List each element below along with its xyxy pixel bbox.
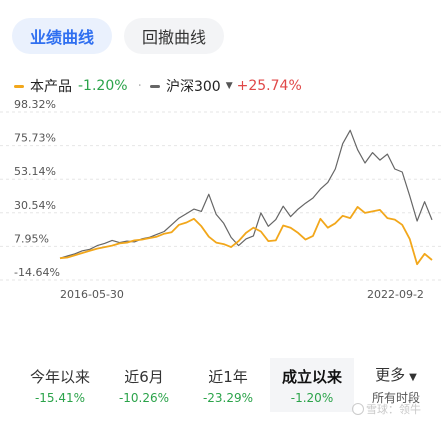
watermark-text: 雪球：领牛: [366, 403, 421, 416]
benchmark-legend-value: +25.74%: [236, 78, 302, 94]
benchmark-legend-swatch: [149, 84, 160, 88]
y-tick-label: 7.95%: [14, 232, 49, 245]
chart-legend: 本产品 -1.20% · 沪深300 ▼ +25.74%: [14, 76, 302, 96]
period-label: 近1年: [208, 367, 248, 386]
period-since-inception[interactable]: 成立以来 -1.20%: [270, 358, 354, 412]
tab-drawdown-curve[interactable]: 回撤曲线: [124, 18, 225, 54]
y-tick-label: 53.14%: [14, 165, 56, 178]
product-legend-swatch: [14, 84, 24, 88]
y-tick-label: 98.32%: [14, 100, 56, 111]
x-tick-label: 2016-05-30: [60, 288, 124, 301]
tab-performance-curve[interactable]: 业绩曲线: [12, 18, 113, 54]
period-label: 更多 ▼: [375, 364, 417, 385]
product-legend-name: 本产品: [30, 79, 72, 95]
product-series-line: [59, 206, 433, 266]
period-1y[interactable]: 近1年 -23.29%: [186, 358, 270, 412]
more-label: 更多: [375, 366, 406, 384]
period-value: -10.26%: [118, 390, 170, 405]
period-ytd[interactable]: 今年以来 -15.41%: [18, 358, 102, 412]
period-more[interactable]: 更多 ▼ 所有时段: [354, 358, 438, 412]
legend-separator: ·: [137, 78, 142, 94]
y-tick-label: -14.64%: [14, 266, 60, 279]
period-selector: 今年以来 -15.41% 近6月 -10.26% 近1年 -23.29% 成立以…: [18, 358, 438, 412]
x-tick-label: 2022-09-2: [367, 288, 424, 301]
performance-line-chart: 98.32% 75.73% 53.14% 30.54% 7.95% -14.64%2016…: [0, 100, 444, 301]
chevron-down-icon: ▼: [409, 372, 417, 383]
period-label: 近6月: [124, 367, 164, 386]
period-value: 所有时段: [371, 391, 420, 405]
watermark: 雪球：领牛: [352, 401, 421, 417]
y-tick-label: 75.73%: [14, 132, 56, 145]
chart-tabs: 业绩曲线 回撤曲线: [12, 18, 225, 54]
period-6m[interactable]: 近6月 -10.26%: [102, 358, 186, 412]
product-legend-value: -1.20%: [78, 78, 128, 94]
benchmark-series-line: [59, 129, 433, 259]
y-tick-label: 30.54%: [14, 199, 56, 212]
benchmark-dropdown-icon[interactable]: ▼: [225, 81, 233, 91]
period-value: -23.29%: [202, 390, 254, 405]
period-label: 成立以来: [281, 367, 342, 386]
period-value: -1.20%: [290, 390, 334, 405]
benchmark-legend-name[interactable]: 沪深300: [165, 79, 221, 95]
snowball-logo-icon: [352, 403, 364, 415]
period-value: -15.41%: [34, 390, 86, 405]
period-label: 今年以来: [29, 367, 90, 386]
